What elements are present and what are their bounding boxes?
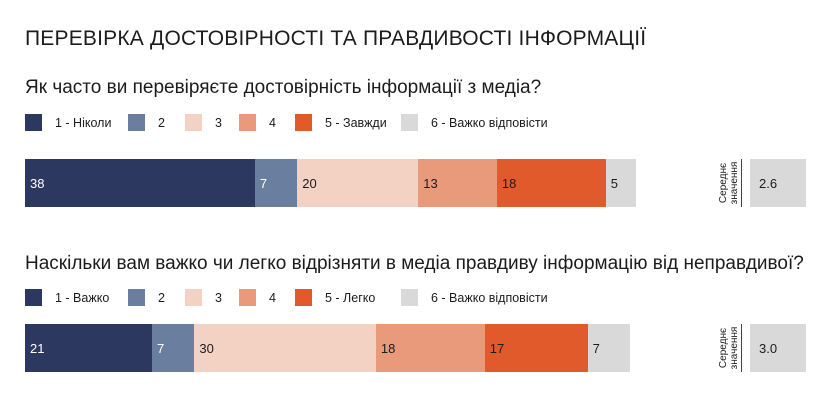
stacked-bar-1: 38 7 20 13 18 5: [25, 159, 637, 207]
bar-value-label: 38: [30, 175, 45, 191]
legend-item-5: 5 - Завжди: [295, 114, 387, 131]
average-box-1: 2.6: [750, 159, 806, 207]
page-title: ПЕРЕВІРКА ДОСТОВІРНОСТІ ТА ПРАВДИВОСТІ І…: [25, 27, 647, 50]
legend-item-2: 2: [128, 289, 165, 306]
legend-label-3: 3: [215, 115, 222, 130]
bar-value-label: 7: [592, 340, 600, 356]
legend-label-1: 1 - Важко: [55, 290, 110, 305]
legend-label-4: 4: [269, 290, 276, 305]
bar-segment-2: 7: [152, 324, 195, 372]
legend-item-3: 3: [185, 289, 222, 306]
bar-value-label: 7: [157, 340, 165, 356]
average-caption-line2: значення: [729, 326, 740, 370]
bar-value-label: 20: [302, 175, 317, 191]
bar-segment-6: 7: [587, 324, 630, 372]
question-2: Наскільки вам важко чи легко відрізняти …: [25, 253, 804, 274]
bar-segment-4: 13: [418, 159, 497, 207]
average-value-2: 3.0: [759, 340, 778, 356]
bar-segment-3: 20: [297, 159, 419, 207]
legend-swatch-1: [25, 114, 42, 131]
legend-item-4: 4: [239, 289, 276, 306]
legend-item-5: 5 - Легко: [295, 289, 375, 306]
legend-swatch-6: [401, 114, 418, 131]
bar-value-label: 7: [259, 175, 268, 191]
average-divider-2: [741, 324, 742, 372]
average-caption-line1: Середнє: [718, 327, 729, 369]
legend-item-1: 1 - Важко: [25, 289, 109, 306]
bar-segment-6: 5: [605, 159, 637, 207]
legend-swatch-5: [295, 289, 312, 306]
legend-swatch-3: [185, 114, 202, 131]
legend-item-2: 2: [128, 114, 165, 131]
stacked-bar-2: 21 7 30 18 17 7: [25, 324, 630, 372]
legend-item-6: 6 - Важко відповісти: [401, 114, 548, 131]
average-caption-line2: значення: [729, 161, 740, 205]
bar-value-label: 21: [30, 340, 45, 356]
legend-item-1: 1 - Ніколи: [25, 114, 111, 131]
legend-swatch-4: [239, 289, 256, 306]
legend-item-3: 3: [185, 114, 222, 131]
legend-swatch-4: [239, 114, 256, 131]
bar-segment-1: 38: [25, 159, 255, 207]
legend-swatch-6: [401, 289, 418, 306]
legend-label-3: 3: [215, 290, 222, 305]
bar-value-label: 30: [199, 340, 214, 356]
legend-label-1: 1 - Ніколи: [55, 115, 112, 130]
average-box-2: 3.0: [750, 324, 806, 372]
average-caption-2: Середнє значення: [718, 324, 742, 372]
legend-swatch-1: [25, 289, 42, 306]
question-1: Як часто ви перевіряєте достовірність ін…: [25, 77, 542, 98]
legend-label-4: 4: [269, 115, 276, 130]
legend-label-5: 5 - Завжди: [325, 115, 387, 130]
legend-label-6: 6 - Важко відповісти: [431, 115, 548, 130]
bar-segment-1: 21: [25, 324, 153, 372]
average-value-1: 2.6: [759, 175, 778, 191]
legend-swatch-2: [128, 289, 145, 306]
legend-item-6: 6 - Важко відповісти: [401, 289, 548, 306]
bar-segment-5: 18: [496, 159, 606, 207]
bar-value-label: 18: [380, 340, 396, 356]
legend-label-5: 5 - Легко: [325, 290, 376, 305]
legend-label-6: 6 - Важко відповісти: [431, 290, 548, 305]
bar-value-label: 17: [489, 340, 505, 356]
bar-value-label: 5: [610, 175, 619, 191]
legend-swatch-5: [295, 114, 312, 131]
legend-item-4: 4: [239, 114, 276, 131]
bar-segment-3: 30: [194, 324, 376, 372]
bar-segment-2: 7: [254, 159, 298, 207]
legend-swatch-2: [128, 114, 145, 131]
average-divider-1: [741, 159, 742, 207]
bar-value-label: 18: [501, 175, 517, 191]
average-caption-1: Середнє значення: [718, 159, 742, 207]
legend-label-2: 2: [158, 115, 165, 130]
legend-label-2: 2: [158, 290, 165, 305]
bar-segment-4: 18: [375, 324, 485, 372]
average-caption-line1: Середнє: [718, 162, 729, 204]
bar-value-label: 13: [423, 175, 438, 191]
legend-swatch-3: [185, 289, 202, 306]
bar-segment-5: 17: [484, 324, 588, 372]
